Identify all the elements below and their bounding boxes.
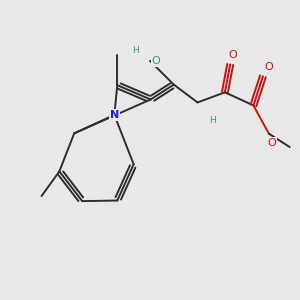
- Text: O: O: [265, 62, 273, 72]
- Text: H: H: [209, 116, 216, 125]
- Text: O: O: [229, 50, 238, 61]
- Text: H: H: [132, 46, 139, 55]
- Text: O: O: [268, 138, 276, 148]
- Text: O: O: [152, 56, 160, 66]
- Text: N: N: [110, 110, 119, 120]
